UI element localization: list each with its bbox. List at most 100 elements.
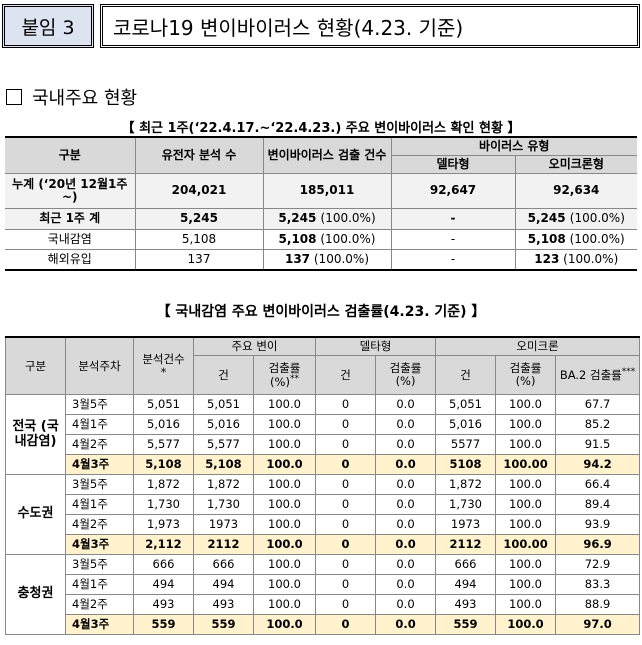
table-row: 국내감염 5,108 5,108 (100.0%) - 5,108 (100.0… — [5, 229, 638, 250]
value: 137 — [284, 251, 311, 266]
cell: 559 — [133, 614, 194, 635]
table-row: 충청권 3월5주 666 666 100.0 0 0.0 666 100.0 72.9 — [5, 554, 641, 635]
header-type: 바이러스 유형 — [390, 137, 638, 156]
cell: 100.0 — [252, 494, 317, 515]
cell: 100.0 — [495, 474, 557, 495]
cell: 2112 — [435, 534, 497, 555]
week-label: 4월3주 — [65, 454, 134, 475]
cell: 5,245 — [134, 208, 264, 230]
cell: 72.9 — [555, 554, 641, 575]
cell: 0.0 — [375, 514, 437, 535]
percent: (100.0%) — [320, 231, 376, 246]
week-label: 4월1주 — [65, 574, 134, 595]
cell: 123 (100.0%) — [514, 249, 638, 270]
percent: (100.0%) — [563, 251, 619, 266]
cell: 1,730 — [133, 494, 194, 515]
header-week: 분석주차 — [65, 336, 134, 395]
table-row: 4월1주 1,730 1,730 100.0 0 0.0 1,730 100.0 89.4 — [6, 494, 641, 515]
header-omicron: 오미크론형 — [514, 155, 638, 174]
header-rate-label: 검출률 (%) — [268, 360, 301, 389]
cell: 137 — [134, 249, 264, 270]
cell: 0.0 — [375, 414, 437, 435]
cell: 494 — [193, 574, 254, 595]
cell: 94.2 — [555, 454, 641, 475]
cell: 559 — [193, 614, 254, 635]
cell: 5,051 — [193, 394, 254, 415]
header-delta: 델타형 — [315, 336, 437, 356]
cell: 0.0 — [375, 494, 437, 515]
cell: 100.0 — [252, 534, 317, 555]
cell: 1,730 — [435, 494, 497, 515]
header-rate: 검출률 (%)** — [252, 355, 317, 395]
cell: 666 — [193, 554, 254, 575]
header-gene: 유전자 분석 수 — [134, 137, 264, 174]
cell: 93.9 — [555, 514, 641, 535]
value: 5,245 — [278, 211, 317, 226]
cell: 0 — [315, 534, 377, 555]
cell: 185,011 — [262, 173, 392, 209]
cell: - — [390, 229, 516, 250]
cell: 100.0 — [495, 394, 557, 415]
table-row: 4월2주 1,973 1973 100.0 0 0.0 1973 100.0 93.9 — [6, 514, 641, 535]
header-cases: 건 — [193, 355, 254, 395]
cell: 204,021 — [134, 173, 264, 209]
header-cases: 건 — [435, 355, 497, 395]
percent: (100.0%) — [569, 231, 625, 246]
header-delta: 델타형 — [391, 155, 516, 174]
cell: 0 — [315, 494, 377, 515]
week-label: 4월2주 — [65, 594, 134, 615]
cell: 1,872 — [435, 474, 497, 495]
percent: (100.0%) — [313, 251, 369, 266]
header-cases: 건 — [315, 355, 377, 395]
cell: 5,051 — [133, 394, 194, 415]
cell: 1,872 — [193, 474, 254, 495]
cell: 1,973 — [133, 514, 194, 535]
value: 5,245 — [527, 211, 566, 226]
cell: 5,577 — [133, 434, 194, 455]
cell: 100.0 — [495, 434, 557, 455]
cell: 0 — [315, 574, 377, 595]
week-label: 3월5주 — [65, 394, 134, 415]
cell: 96.9 — [555, 534, 641, 555]
table-row: 4월3주 559 559 100.0 0 0.0 559 100.0 97.0 — [6, 614, 641, 635]
cell: 0.0 — [375, 454, 437, 475]
cell: 0.0 — [375, 474, 437, 495]
cell: 5,016 — [193, 414, 254, 435]
week-label: 4월1주 — [65, 494, 134, 515]
header-gubun: 구분 — [5, 336, 66, 395]
cell: 85.2 — [555, 414, 641, 435]
section-title: 국내주요 현황 — [32, 88, 138, 109]
cell: 5,577 — [193, 434, 254, 455]
cell: 100.0 — [252, 594, 317, 615]
cell: 0.0 — [375, 434, 437, 455]
cell: 494 — [133, 574, 194, 595]
cell: 666 — [435, 554, 497, 575]
percent: (100.0%) — [569, 211, 625, 226]
cell: - — [390, 208, 516, 230]
cell: 100.0 — [495, 414, 557, 435]
table-row: 4월2주 493 493 100.0 0 0.0 493 100.0 88.9 — [6, 594, 641, 615]
region-label: 수도권 — [5, 474, 66, 555]
week-label: 4월3주 — [65, 534, 134, 555]
cell: 97.0 — [555, 614, 641, 635]
cell: 5,108 — [134, 229, 264, 250]
cell: 100.0 — [252, 434, 317, 455]
table-row: 최근 1주 계 5,245 5,245 (100.0%) - 5,245 (10… — [5, 208, 638, 230]
cell: 0 — [315, 414, 377, 435]
cell: 67.7 — [555, 394, 641, 415]
cell: 100.0 — [495, 514, 557, 535]
cell: 0 — [315, 454, 377, 475]
cell: 100.0 — [252, 574, 317, 595]
header-rate: 검출률 (%) — [375, 355, 437, 395]
header-ba2: BA.2 검출률*** — [555, 355, 641, 395]
cell: 100.0 — [252, 394, 317, 415]
cell: 0 — [315, 514, 377, 535]
cell: 5577 — [435, 434, 497, 455]
cell: 2,112 — [133, 534, 194, 555]
cell: 5,051 — [435, 394, 497, 415]
cell: 100.0 — [252, 474, 317, 495]
percent: (100.0%) — [320, 211, 376, 226]
cell: 1973 — [193, 514, 254, 535]
cell: 0 — [315, 434, 377, 455]
table-row: 4월1주 494 494 100.0 0 0.0 494 100.0 83.3 — [6, 574, 641, 595]
